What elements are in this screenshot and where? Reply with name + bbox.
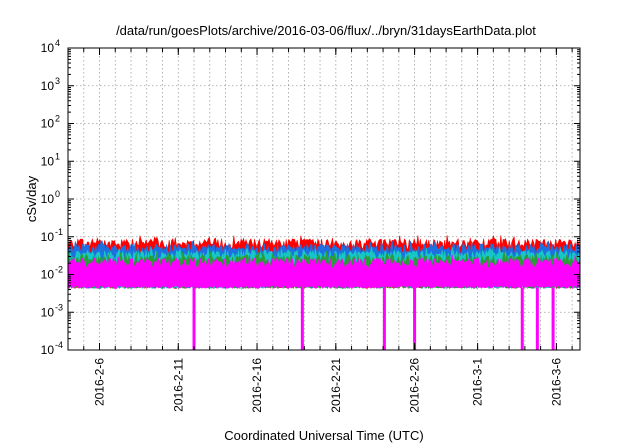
y-tick-base: 10 — [41, 154, 55, 168]
y-tick-exponent: 0 — [55, 189, 60, 199]
dropout-spike — [413, 287, 417, 350]
y-tick-label: 10 -2 — [41, 265, 63, 282]
y-tick-label: 10 1 — [41, 151, 60, 168]
dropout-spike — [551, 287, 555, 350]
chart-title: /data/run/goesPlots/archive/2016-03-06/f… — [116, 23, 536, 38]
y-tick-base: 10 — [41, 192, 55, 206]
y-tick-exponent: 4 — [55, 38, 60, 48]
dropout-spike — [300, 287, 304, 350]
y-tick-exponent: -3 — [55, 302, 63, 312]
grid-layer — [68, 47, 580, 351]
y-tick-base: 10 — [41, 230, 55, 244]
y-tick-base: 10 — [41, 305, 55, 319]
y-tick-exponent: 2 — [55, 114, 60, 124]
y-tick-exponent: -1 — [55, 227, 63, 237]
y-tick-exponent: -4 — [55, 340, 63, 350]
y-tick-label: 10 4 — [41, 38, 60, 55]
y-tick-label: 10 -1 — [41, 227, 63, 244]
data-layer — [67, 234, 581, 350]
dropout-spike — [382, 287, 386, 350]
y-tick-label: 10 -4 — [41, 340, 63, 357]
y-tick-base: 10 — [41, 41, 55, 55]
y-tick-exponent: -2 — [55, 265, 63, 275]
y-axis-label: cSv/day — [24, 175, 39, 222]
y-tick-base: 10 — [41, 268, 55, 282]
dropout-spike — [535, 287, 539, 350]
y-tick-label: 10 2 — [41, 114, 60, 131]
x-tick-label: 2016-3-6 — [549, 358, 563, 406]
y-tick-label: 10 3 — [41, 76, 60, 93]
x-tick-label: 2016-2-11 — [171, 358, 185, 412]
y-tick-base: 10 — [41, 343, 55, 357]
y-tick-label: 10 -3 — [41, 302, 63, 319]
dropout-spike — [520, 287, 524, 350]
x-tick-label: 2016-2-6 — [93, 358, 107, 406]
dropout-spike — [192, 287, 196, 350]
y-tick-exponent: 1 — [55, 151, 60, 161]
y-tick-exponent: 3 — [55, 76, 60, 86]
x-tick-label: 2016-2-26 — [408, 358, 422, 413]
y-tick-base: 10 — [41, 79, 55, 93]
x-tick-label: 2016-2-21 — [329, 358, 343, 413]
x-tick-label: 2016-3-1 — [471, 358, 485, 406]
x-tick-label: 2016-2-16 — [250, 358, 264, 413]
x-axis-label: Coordinated Universal Time (UTC) — [224, 428, 423, 443]
y-tick-label: 10 0 — [41, 189, 60, 206]
y-tick-base: 10 — [41, 117, 55, 131]
